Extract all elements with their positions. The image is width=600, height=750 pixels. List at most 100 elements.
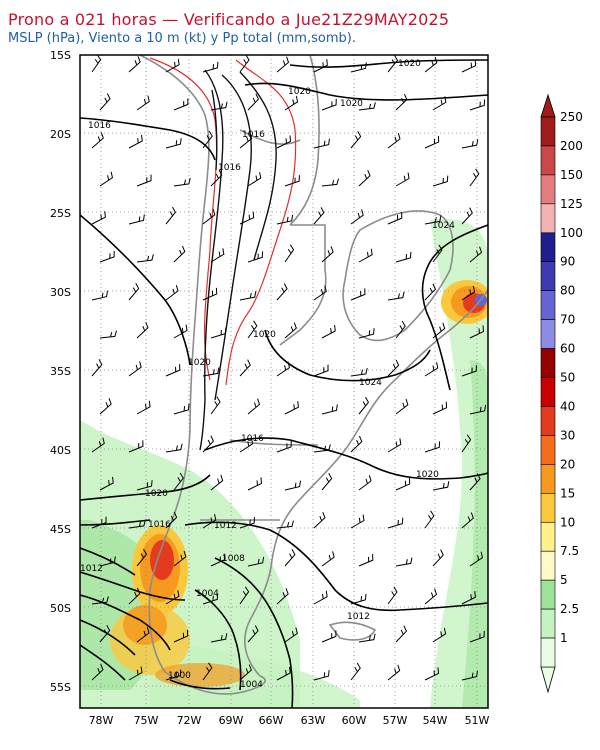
wind-barb xyxy=(424,135,440,149)
wind-barb xyxy=(99,93,111,111)
isobar-label: 1020 xyxy=(416,470,439,480)
colorbar-label: 5 xyxy=(560,573,568,587)
wind-barb xyxy=(128,519,146,529)
wind-barb xyxy=(350,131,362,149)
precip-tierra-orange xyxy=(155,663,245,687)
wind-barb xyxy=(165,206,177,225)
colorbar-cell xyxy=(540,203,556,234)
wind-barb xyxy=(358,475,372,491)
colorbar-top-arrow xyxy=(540,93,556,118)
wind-barb xyxy=(432,244,443,263)
wind-barb xyxy=(313,670,330,681)
wind-barb xyxy=(432,549,444,567)
wind-barb xyxy=(395,477,411,491)
wind-barb xyxy=(321,324,336,339)
wind-barb xyxy=(247,172,262,187)
wind-barb xyxy=(276,588,289,605)
isobar-label: 1020 xyxy=(398,59,421,69)
wind-barb xyxy=(202,287,218,301)
isobar-label: 1004 xyxy=(240,680,263,690)
wind-barb xyxy=(424,56,438,73)
colorbar-label: 1 xyxy=(560,631,568,645)
wind-barb xyxy=(128,56,141,73)
wind-barb xyxy=(321,473,333,491)
wind-barb xyxy=(165,58,180,73)
colorbar-label: 10 xyxy=(560,515,575,529)
colorbar-cell xyxy=(540,550,556,581)
wind-barb xyxy=(173,403,190,415)
wind-barb xyxy=(313,444,331,453)
isobar-label: 1020 xyxy=(253,330,276,340)
wind-barb xyxy=(165,443,183,453)
wind-barb xyxy=(173,177,191,187)
wind-barb xyxy=(239,55,250,73)
lat-label: 55S xyxy=(50,681,71,694)
colorbar-cell xyxy=(540,608,556,639)
precip-shade-east-inner xyxy=(462,360,488,708)
map-title: Prono a 021 horas — Verificando a Jue21Z… xyxy=(8,10,450,29)
wind-barb xyxy=(321,98,337,111)
lon-label: 54W xyxy=(423,714,448,727)
colorbar-label: 250 xyxy=(560,110,583,124)
lon-label: 66W xyxy=(259,714,284,727)
isobar-label: 1016 xyxy=(218,163,241,173)
wind-barb xyxy=(210,553,226,567)
wind-barb xyxy=(469,551,483,567)
wind-barb xyxy=(239,517,255,529)
wind-barb xyxy=(247,320,258,339)
wind-barb xyxy=(469,404,487,415)
wind-barb xyxy=(128,283,140,301)
wind-barb xyxy=(210,101,228,111)
colorbar-label: 100 xyxy=(560,226,583,240)
wind-barb xyxy=(461,59,477,73)
wind-barb xyxy=(358,328,375,339)
wind-barb xyxy=(395,172,410,187)
colorbar-label: 60 xyxy=(560,342,575,356)
wind-barb xyxy=(91,290,108,301)
latitude-axis: 15S 20S 25S 30S 35S 40S 45S 50S 55S xyxy=(50,49,71,694)
longitude-axis: 78W 75W 72W 69W 66W 63W 60W 57W 54W 51W xyxy=(89,714,490,727)
wind-barb xyxy=(276,56,290,73)
wind-barb xyxy=(395,251,412,263)
wind-barb xyxy=(432,627,447,643)
map-frame xyxy=(79,54,489,709)
wind-barb xyxy=(128,440,144,453)
wind-barb xyxy=(387,55,399,73)
isobar-label: 1012 xyxy=(214,521,237,531)
wind-barb xyxy=(276,361,290,377)
wind-barb xyxy=(239,437,254,453)
isobar-label: 1016 xyxy=(88,121,111,131)
colorbar-cell xyxy=(540,348,556,378)
wind-barb xyxy=(461,512,474,529)
wind-barb xyxy=(284,549,296,567)
wind-barb xyxy=(136,480,153,491)
wind-barb xyxy=(136,400,151,415)
wind-barb xyxy=(424,283,437,301)
isobar-label: 1016 xyxy=(241,434,264,444)
wind-barb xyxy=(210,474,224,491)
wind-barb xyxy=(136,548,148,567)
wind-barb xyxy=(99,476,114,491)
wind-barb xyxy=(136,254,154,263)
wind-barb xyxy=(350,514,365,529)
wind-barb xyxy=(358,170,371,187)
wind-barb xyxy=(202,435,215,453)
wind-barb xyxy=(350,62,367,73)
wind-barb xyxy=(173,98,189,111)
lon-label: 60W xyxy=(342,714,367,727)
colorbar-label: 40 xyxy=(560,399,575,413)
colorbar-cell xyxy=(540,261,556,291)
wind-barb xyxy=(350,435,363,453)
wind-barb xyxy=(461,139,479,149)
wind-barb xyxy=(395,93,408,111)
wind-barb xyxy=(424,441,441,453)
wind-barb xyxy=(284,627,298,643)
wind-barb xyxy=(313,207,325,225)
wind-barb xyxy=(432,322,446,339)
wind-barb xyxy=(358,396,370,415)
wind-barb xyxy=(424,215,442,225)
lon-label: 51W xyxy=(465,714,490,727)
isobar-label: 1004 xyxy=(196,589,219,599)
wind-barb xyxy=(247,556,265,567)
wind-barb xyxy=(284,480,301,491)
